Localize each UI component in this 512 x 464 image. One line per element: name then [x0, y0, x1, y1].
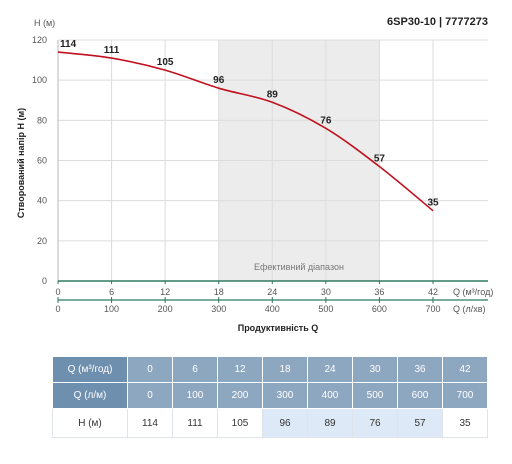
table-cell: 0 — [127, 382, 173, 409]
label-layer: 114 111 105 96 89 76 57 35 — [60, 39, 439, 209]
table-header-cell: Q (м³/год) — [52, 356, 128, 383]
y-tick-label: 60 — [37, 156, 47, 166]
pump-curve-chart: 0 20 40 60 80 100 120 0 6 12 18 24 30 36 42 0 100 200 300 4… — [16, 16, 493, 333]
table-cell: 200 — [217, 382, 263, 409]
table-cell-highlighted: 96 — [262, 408, 308, 438]
x-axis-unit-top: Q (м³/год) — [453, 287, 493, 297]
table-row-head: H (м) 114 111 105 96 89 76 57 35 — [52, 408, 488, 438]
x-axis-title: Продуктивність Q — [238, 323, 319, 333]
data-label: 96 — [213, 75, 225, 86]
table-cell: 400 — [307, 382, 353, 409]
x-bottom-tick-label: 500 — [318, 304, 333, 314]
table-cell: 12 — [217, 356, 263, 383]
data-label: 89 — [267, 89, 279, 100]
y-tick-label: 100 — [32, 75, 47, 85]
grid — [57, 39, 488, 281]
table-header-cell: Q (л/м) — [52, 382, 128, 409]
data-label: 57 — [374, 154, 386, 165]
data-label: 76 — [320, 115, 332, 126]
x-bottom-tick-label: 400 — [265, 304, 280, 314]
data-label: 105 — [157, 57, 174, 68]
x-top-tick-label: 36 — [374, 287, 384, 297]
table-cell: 114 — [127, 408, 173, 438]
x-top-tick-label: 18 — [214, 287, 224, 297]
x-top-tick-label: 6 — [109, 287, 114, 297]
table-cell: 6 — [172, 356, 218, 383]
table-cell: 500 — [352, 382, 398, 409]
data-label: 35 — [427, 198, 439, 209]
x-bottom-tick-label: 700 — [425, 304, 440, 314]
axes: 0 20 40 60 80 100 120 0 6 12 18 24 30 36 42 0 100 200 300 4… — [32, 35, 488, 314]
y-tick-label: 120 — [32, 35, 47, 45]
x-bottom-tick-label: 300 — [211, 304, 226, 314]
y-axis-unit: H (м) — [34, 18, 55, 28]
performance-table: Q (м³/год) 0 6 12 18 24 30 36 42 Q (л/м)… — [52, 356, 488, 438]
table-cell: 105 — [217, 408, 263, 438]
y-tick-label: 20 — [37, 236, 47, 246]
table-row-flow-lmin: Q (л/м) 0 100 200 300 400 500 600 700 — [52, 382, 488, 409]
table-cell-highlighted: 57 — [397, 408, 443, 438]
table-cell: 36 — [397, 356, 443, 383]
data-label: 111 — [104, 45, 120, 56]
y-axis-title: Створований напір H (м) — [16, 108, 26, 218]
table-row-flow-m3h: Q (м³/год) 0 6 12 18 24 30 36 42 — [52, 356, 488, 383]
table-cell: 700 — [442, 382, 488, 409]
x-bottom-tick-label: 600 — [372, 304, 387, 314]
y-tick-label: 40 — [37, 196, 47, 206]
table-cell: 0 — [127, 356, 173, 383]
table-cell: 600 — [397, 382, 443, 409]
x-top-tick-label: 24 — [267, 287, 277, 297]
table-cell: 35 — [442, 408, 488, 438]
table-cell: 18 — [262, 356, 308, 383]
chart-title: 6SP30-10 | 7777273 — [387, 16, 488, 28]
x-bottom-tick-label: 100 — [104, 304, 119, 314]
x-bottom-tick-label: 0 — [55, 304, 60, 314]
x-axis-unit-bottom: Q (л/хв) — [453, 304, 486, 314]
x-top-tick-label: 42 — [428, 287, 438, 297]
x-top-tick-label: 30 — [321, 287, 331, 297]
table-cell: 300 — [262, 382, 308, 409]
y-tick-label: 80 — [37, 115, 47, 125]
x-top-tick-label: 0 — [55, 287, 60, 297]
table-cell: 100 — [172, 382, 218, 409]
table-cell: 42 — [442, 356, 488, 383]
curve-layer — [57, 51, 434, 212]
table-cell-highlighted: 89 — [307, 408, 353, 438]
table-cell-highlighted: 76 — [352, 408, 398, 438]
data-label: 114 — [60, 39, 77, 50]
table-cell: 24 — [307, 356, 353, 383]
efficient-range-label: Ефективний діапазон — [254, 262, 344, 272]
table-cell: 111 — [172, 408, 218, 438]
x-top-tick-label: 12 — [160, 287, 170, 297]
y-tick-label: 0 — [42, 276, 47, 286]
table-header-cell: H (м) — [52, 408, 128, 438]
head-curve-line — [57, 51, 434, 212]
table-cell: 30 — [352, 356, 398, 383]
x-bottom-tick-label: 200 — [158, 304, 173, 314]
